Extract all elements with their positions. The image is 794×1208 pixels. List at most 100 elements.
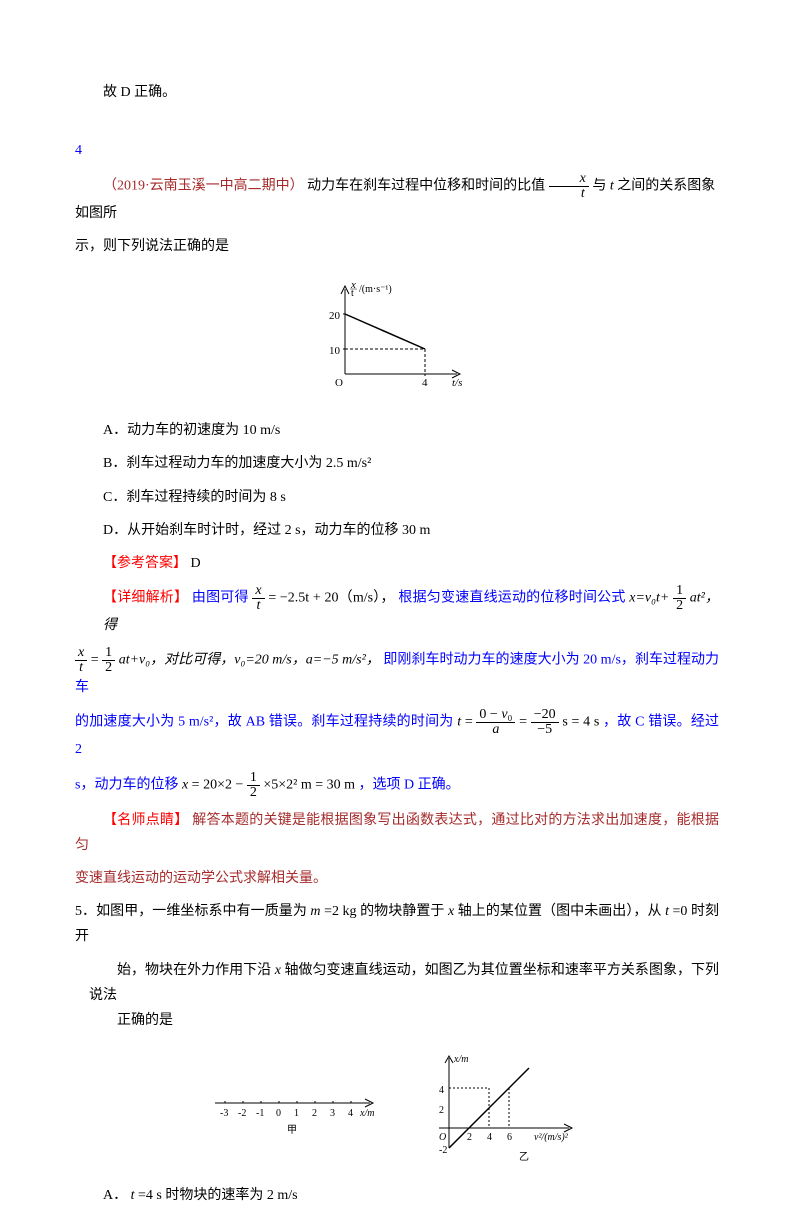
ana-p4a: s，动力车的位移 — [75, 777, 178, 792]
q4-option-d: D．从开始刹车时计时，经过 2 s，动力车的位移 30 m — [103, 518, 719, 543]
svg-text:x/m: x/m — [359, 1108, 374, 1119]
q5-opta-b: =4 s 时物块的速率为 2 m/s — [138, 1188, 298, 1203]
q4-number: 4 — [75, 138, 719, 163]
svg-text:乙: 乙 — [519, 1151, 529, 1163]
q5-l1a: 5．如图甲，一维坐标系中有一质量为 — [75, 904, 310, 919]
q5-l1t: t — [665, 904, 669, 919]
tip-l2: 变速直线运动的运动学公式求解相关量。 — [75, 871, 327, 886]
frac-20-5: −20 −5 — [531, 708, 559, 737]
fn3: x — [75, 646, 87, 661]
q4-analysis-p1: 【详细解析】 由图可得 x t = −2.5t + 20（m/s）， 根据匀变速… — [103, 584, 719, 638]
q5-chart-left: -3 -2 -1 0 1 2 3 4 x/m 甲 — [205, 1068, 385, 1148]
frac-num: x — [549, 172, 589, 187]
frac-half3: 1 2 — [247, 771, 260, 800]
svg-text:4: 4 — [439, 1085, 444, 1096]
opt-d-text: D．从开始刹车时计时，经过 2 s，动力车的位移 30 m — [103, 523, 430, 538]
q5-l3: 正确的是 — [117, 1013, 173, 1028]
q4-tip-line2: 变速直线运动的运动学公式求解相关量。 — [75, 866, 719, 891]
ana-p1eq: = −2.5t + 20（m/s）， — [268, 591, 394, 606]
q4-stem-line2: 示，则下列说法正确的是 — [75, 234, 719, 259]
eq-sign: = — [91, 653, 102, 668]
svg-text:-2: -2 — [238, 1108, 246, 1119]
q4-stem-before: 动力车在刹车过程中位移和时间的比值 — [307, 178, 545, 193]
fd5: a — [476, 723, 515, 737]
q4-option-b: B．刹车过程动力车的加速度大小为 2.5 m/s² — [103, 451, 719, 476]
svg-text:v²/(m/s)²: v²/(m/s)² — [534, 1132, 569, 1143]
fd2: 2 — [673, 599, 686, 613]
ana-p4eq: m = 30 m — [301, 777, 355, 792]
svg-text:2: 2 — [312, 1108, 317, 1119]
q4-analysis-p3: 的加速度大小为 5 m/s²，故 AB 错误。刹车过程持续的时间为 t = 0 … — [75, 708, 719, 762]
q5-l2a: 始，物块在外力作用下沿 — [117, 963, 275, 978]
svg-text:2: 2 — [439, 1105, 444, 1116]
svg-text:3: 3 — [330, 1108, 335, 1119]
svg-text:O: O — [439, 1132, 446, 1143]
svg-text:t: t — [351, 288, 354, 299]
q4-num-text: 4 — [75, 143, 82, 158]
q5-charts: -3 -2 -1 0 1 2 3 4 x/m 甲 x/m 4 2 O -2 2 — [75, 1048, 719, 1168]
q4-stem-t: t — [610, 178, 614, 193]
svg-text:/(m·s⁻¹): /(m·s⁻¹) — [359, 284, 392, 295]
q4-chart: x t /(m·s⁻¹) 20 10 O 4 t/s — [75, 274, 719, 403]
frac-den: t — [549, 187, 589, 201]
fd1: t — [252, 599, 264, 613]
frac-tvel: 0 − v₀ a — [476, 708, 515, 737]
q5-chart-right: x/m 4 2 O -2 2 4 6 v²/(m/s)² 乙 — [419, 1048, 589, 1168]
prev-conclusion: 故 D 正确。 — [75, 80, 719, 105]
fd6: −5 — [531, 723, 559, 737]
ans-label: 【参考答案】 — [103, 556, 187, 571]
opt-a-text: A．动力车的初速度为 10 m/s — [103, 423, 280, 438]
svg-text:20: 20 — [329, 310, 341, 322]
q5-l2x: x — [275, 963, 281, 978]
top-line-text: 故 D 正确。 — [103, 85, 176, 100]
q4-stem-l2: 示，则下列说法正确的是 — [75, 239, 229, 254]
q5-l1b: =2 kg 的物块静置于 — [324, 904, 448, 919]
q4-source: （2019·云南玉溪一中高二期中） — [103, 178, 304, 193]
q5-stem-l1: 5．如图甲，一维坐标系中有一质量为 m =2 kg 的物块静置于 x 轴上的某位… — [75, 899, 719, 949]
opt-c-text: C．刹车过程持续的时间为 8 s — [103, 490, 286, 505]
svg-text:4: 4 — [487, 1132, 492, 1143]
fd4: 2 — [102, 661, 115, 675]
fn6: −20 — [531, 708, 559, 723]
svg-text:t/s: t/s — [452, 377, 462, 389]
q5-l1c: 轴上的某位置（图中未画出），从 — [458, 904, 665, 919]
svg-text:1: 1 — [294, 1108, 299, 1119]
frac-x-over-t: x t — [549, 172, 589, 201]
svg-text:0: 0 — [276, 1108, 281, 1119]
q4-stem: （2019·云南玉溪一中高二期中） 动力车在刹车过程中位移和时间的比值 x t … — [75, 172, 719, 226]
x-eq2: ×5×2² — [263, 777, 297, 792]
t-eq: t = — [457, 715, 476, 730]
ana-p1c: x=v₀t+ — [629, 591, 669, 606]
q5-option-a: A． t =4 s 时物块的速率为 2 m/s — [103, 1183, 719, 1208]
q4-option-a: A．动力车的初速度为 10 m/s — [103, 418, 719, 443]
frac-xt2: x t — [75, 646, 87, 675]
q4-tip: 【名师点睛】 解答本题的关键是能根据图象写出函数表达式，通过比对的方法求出加速度… — [75, 808, 719, 858]
q4-chart-svg: x t /(m·s⁻¹) 20 10 O 4 t/s — [317, 274, 477, 394]
fn7: 1 — [247, 771, 260, 786]
ana-p2a: at+v₀，对比可得，v₀=20 m/s，a=−5 m/s²， — [119, 653, 380, 668]
q5-stem-l2: 始，物块在外力作用下沿 x 轴做匀变速直线运动，如图乙为其位置坐标和速率平方关系… — [75, 958, 719, 1008]
svg-text:10: 10 — [329, 345, 341, 357]
fd3: t — [75, 661, 87, 675]
svg-text:-2: -2 — [439, 1145, 447, 1156]
fn5: 0 − v₀ — [476, 708, 515, 723]
svg-text:2: 2 — [467, 1132, 472, 1143]
ana-p3a: 的加速度大小为 5 m/s²，故 AB 错误。刹车过程持续的时间为 — [75, 715, 454, 730]
ana-label: 【详细解析】 — [103, 591, 188, 606]
x-eq: x = 20×2 − — [182, 777, 247, 792]
ana-p1a: 由图可得 — [192, 591, 249, 606]
q4-answer: 【参考答案】 D — [103, 551, 719, 576]
frac-half1: 1 2 — [673, 584, 686, 613]
q5-l1m: m — [310, 904, 320, 919]
q5-opta-a: A． — [103, 1188, 127, 1203]
fn2: 1 — [673, 584, 686, 599]
ana-p3eq: s = 4 s — [562, 715, 599, 730]
eq2: = — [519, 715, 531, 730]
q4-option-c: C．刹车过程持续的时间为 8 s — [103, 485, 719, 510]
q5-opta-t: t — [131, 1188, 135, 1203]
ans-val: D — [191, 556, 201, 571]
svg-text:-1: -1 — [256, 1108, 264, 1119]
q4-stem-mid: 与 — [592, 178, 610, 193]
q4-analysis-p2: x t = 1 2 at+v₀，对比可得，v₀=20 m/s，a=−5 m/s²… — [75, 646, 719, 700]
q4-analysis-p4: s，动力车的位移 x = 20×2 − 1 2 ×5×2² m = 30 m ，… — [75, 771, 719, 800]
